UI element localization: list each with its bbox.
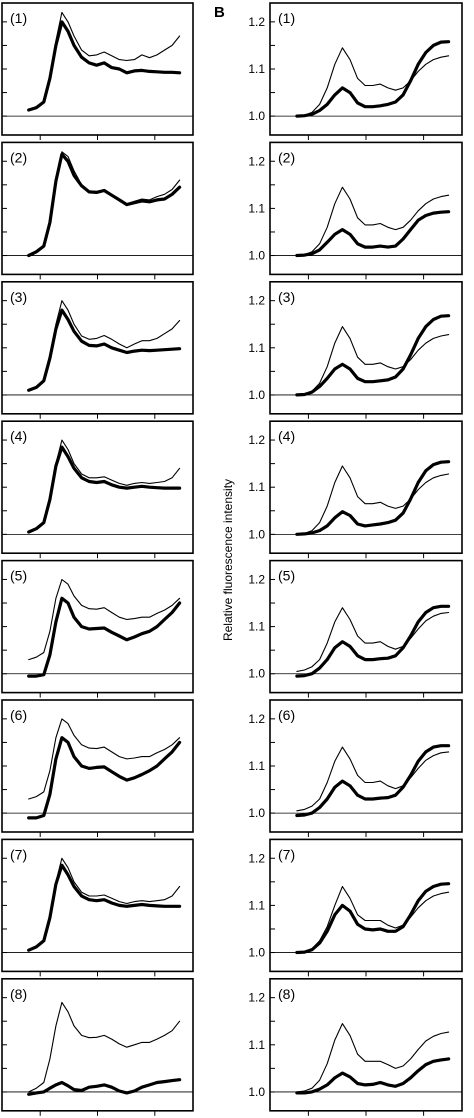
series-line-thick	[27, 596, 182, 678]
panel-label: (8)	[10, 986, 27, 1002]
y-tick-label: 1.1	[248, 341, 265, 355]
right-panel-4: 1.0 1.1 1.2 (4)	[248, 420, 463, 559]
series-line-thin	[296, 746, 450, 812]
panel-label: (2)	[10, 149, 27, 165]
panel-label: (1)	[10, 10, 27, 26]
series-line-thick	[295, 40, 451, 118]
y-tick-label: 1.2	[248, 712, 265, 726]
series-line-thick	[27, 308, 182, 392]
panel-label: (4)	[278, 428, 295, 444]
series-line-thin	[296, 47, 450, 117]
panel-label: (6)	[10, 707, 27, 723]
right-panel-5: 1.0 1.1 1.2 (5)	[248, 559, 463, 698]
series-line-thin	[296, 607, 450, 672]
left-panel-2: (2)	[1, 141, 194, 280]
y-tick-label: 1.0	[248, 249, 265, 263]
y-tick-label: 1.0	[248, 527, 265, 541]
series-line-thin	[296, 186, 450, 257]
y-tick-label: 1.1	[248, 201, 265, 215]
y-tick-label: 1.2	[248, 294, 265, 308]
y-tick-label: 1.0	[248, 109, 265, 123]
y-tick-label: 1.1	[248, 898, 265, 912]
right-panel-8: 1.0 1.1 1.2 (8)	[248, 977, 463, 1116]
series-line-thick	[27, 863, 182, 952]
y-tick-label: 1.0	[248, 388, 265, 402]
y-tick-label: 1.0	[248, 1085, 265, 1099]
panel-label: (4)	[10, 428, 27, 444]
series-line-thick	[295, 744, 451, 818]
y-tick-label: 1.1	[248, 62, 265, 76]
panel-label: (2)	[278, 149, 295, 165]
series-line-thin	[28, 578, 181, 661]
panel-label: (7)	[278, 846, 295, 862]
series-line-thick	[295, 882, 451, 955]
y-tick-label: 1.0	[248, 667, 265, 681]
left-panel-7: (7)	[1, 838, 194, 977]
series-line-thick	[295, 1057, 451, 1095]
y-tick-label: 1.1	[248, 480, 265, 494]
left-panel-6: (6)	[1, 699, 194, 837]
panel-label: (1)	[278, 10, 295, 26]
panel-label: (7)	[10, 846, 27, 862]
panel-frame	[1, 280, 194, 415]
panel-frame	[269, 699, 463, 833]
panel-label: (8)	[278, 986, 295, 1002]
column-letter-b: B	[214, 4, 225, 21]
panel-frame	[269, 559, 463, 694]
series-line-thin	[296, 885, 450, 954]
series-line-thick	[27, 445, 182, 534]
right-panel-2: 1.0 1.1 1.2 (2)	[248, 141, 463, 280]
right-panel-1: 1.0 1.1 1.2 (1)	[248, 2, 463, 140]
y-tick-label: 1.2	[248, 991, 265, 1005]
panel-label: (3)	[278, 289, 295, 305]
series-line-thick	[27, 1078, 182, 1096]
series-line-thick	[27, 736, 182, 820]
series-line-thick	[27, 20, 182, 112]
panel-frame	[1, 559, 194, 694]
y-tick-label: 1.2	[248, 572, 265, 586]
left-panel-1: (1)	[1, 2, 194, 140]
panel-label: (6)	[278, 707, 295, 723]
series-line-thick	[295, 604, 451, 678]
left-panel-8: (8)	[1, 977, 194, 1116]
series-line-thin	[296, 1023, 450, 1093]
y-axis-label: Relative fluorescence intensity	[221, 479, 235, 641]
left-panel-3: (3)	[1, 280, 194, 419]
series-line-thin	[28, 1001, 181, 1093]
series-line-thin	[28, 11, 181, 111]
series-line-thin	[28, 718, 181, 800]
series-line-thick	[295, 460, 451, 536]
series-line-thick	[27, 152, 182, 258]
y-tick-label: 1.2	[248, 15, 265, 29]
panel-frame	[1, 2, 194, 136]
left-panel-5: (5)	[1, 559, 194, 698]
series-line-thin	[296, 465, 450, 535]
y-tick-label: 1.1	[248, 620, 265, 634]
y-tick-label: 1.1	[248, 1038, 265, 1052]
panel-label: (5)	[278, 568, 295, 584]
left-panel-4: (4)	[1, 420, 194, 559]
right-panel-7: 1.0 1.1 1.2 (7)	[248, 838, 463, 977]
y-tick-label: 1.2	[248, 851, 265, 865]
y-tick-label: 1.2	[248, 154, 265, 168]
y-tick-label: 1.2	[248, 433, 265, 447]
y-tick-label: 1.1	[248, 759, 265, 773]
y-tick-label: 1.0	[248, 946, 265, 960]
right-panel-6: 1.0 1.1 1.2 (6)	[248, 699, 463, 837]
panel-frame	[269, 977, 463, 1112]
y-tick-label: 1.0	[248, 806, 265, 820]
series-line-thick	[295, 210, 451, 258]
series-line-thin	[296, 326, 450, 396]
panel-label: (3)	[10, 289, 27, 305]
series-line-thick	[295, 314, 451, 397]
right-panel-3: 1.0 1.1 1.2 (3)	[248, 280, 463, 419]
panel-label: (5)	[10, 568, 27, 584]
